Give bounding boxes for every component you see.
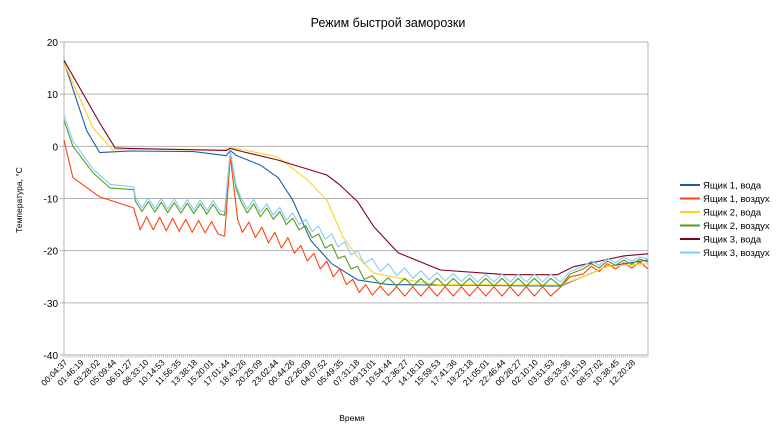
- series-lines: [63, 60, 649, 297]
- y-tick-label: -10: [44, 195, 59, 206]
- legend-label: Ящик 2, вода: [703, 208, 762, 219]
- legend-label: Ящик 2, воздух: [703, 221, 770, 232]
- y-tick-label: -20: [44, 247, 59, 258]
- legend-label: Ящик 1, вода: [703, 181, 762, 192]
- x-axis-label: Время: [339, 413, 365, 423]
- series-line-6: [63, 114, 649, 283]
- legend-label: Ящик 1, воздух: [703, 194, 770, 205]
- legend: Ящик 1, вода Ящик 1, воздух Ящик 2, вода Ящ…: [680, 181, 770, 259]
- series-line-5: [63, 60, 649, 276]
- y-tick-label: -30: [44, 299, 59, 310]
- chart-title: Режим быстрой заморозки: [311, 16, 466, 30]
- y-tick-label: 0: [52, 142, 58, 153]
- y-tick-label: 10: [47, 90, 59, 101]
- y-axis-ticks: 20 10 0 -10 -20 -30 -40: [44, 38, 64, 362]
- legend-label: Ящик 3, воздух: [703, 248, 770, 259]
- series-line-1: [63, 61, 649, 287]
- y-axis-label: Температура, °C: [14, 167, 24, 233]
- series-line-4: [63, 120, 649, 287]
- series-line-2: [63, 139, 649, 297]
- legend-label: Ящик 3, вода: [703, 235, 762, 246]
- y-tick-label: 20: [47, 38, 59, 49]
- x-axis-ticks: 00:04:3701:46:1903:28:0205:09:4406:51:27…: [39, 355, 649, 388]
- gridlines: [63, 41, 649, 356]
- y-tick-label: -40: [44, 351, 59, 362]
